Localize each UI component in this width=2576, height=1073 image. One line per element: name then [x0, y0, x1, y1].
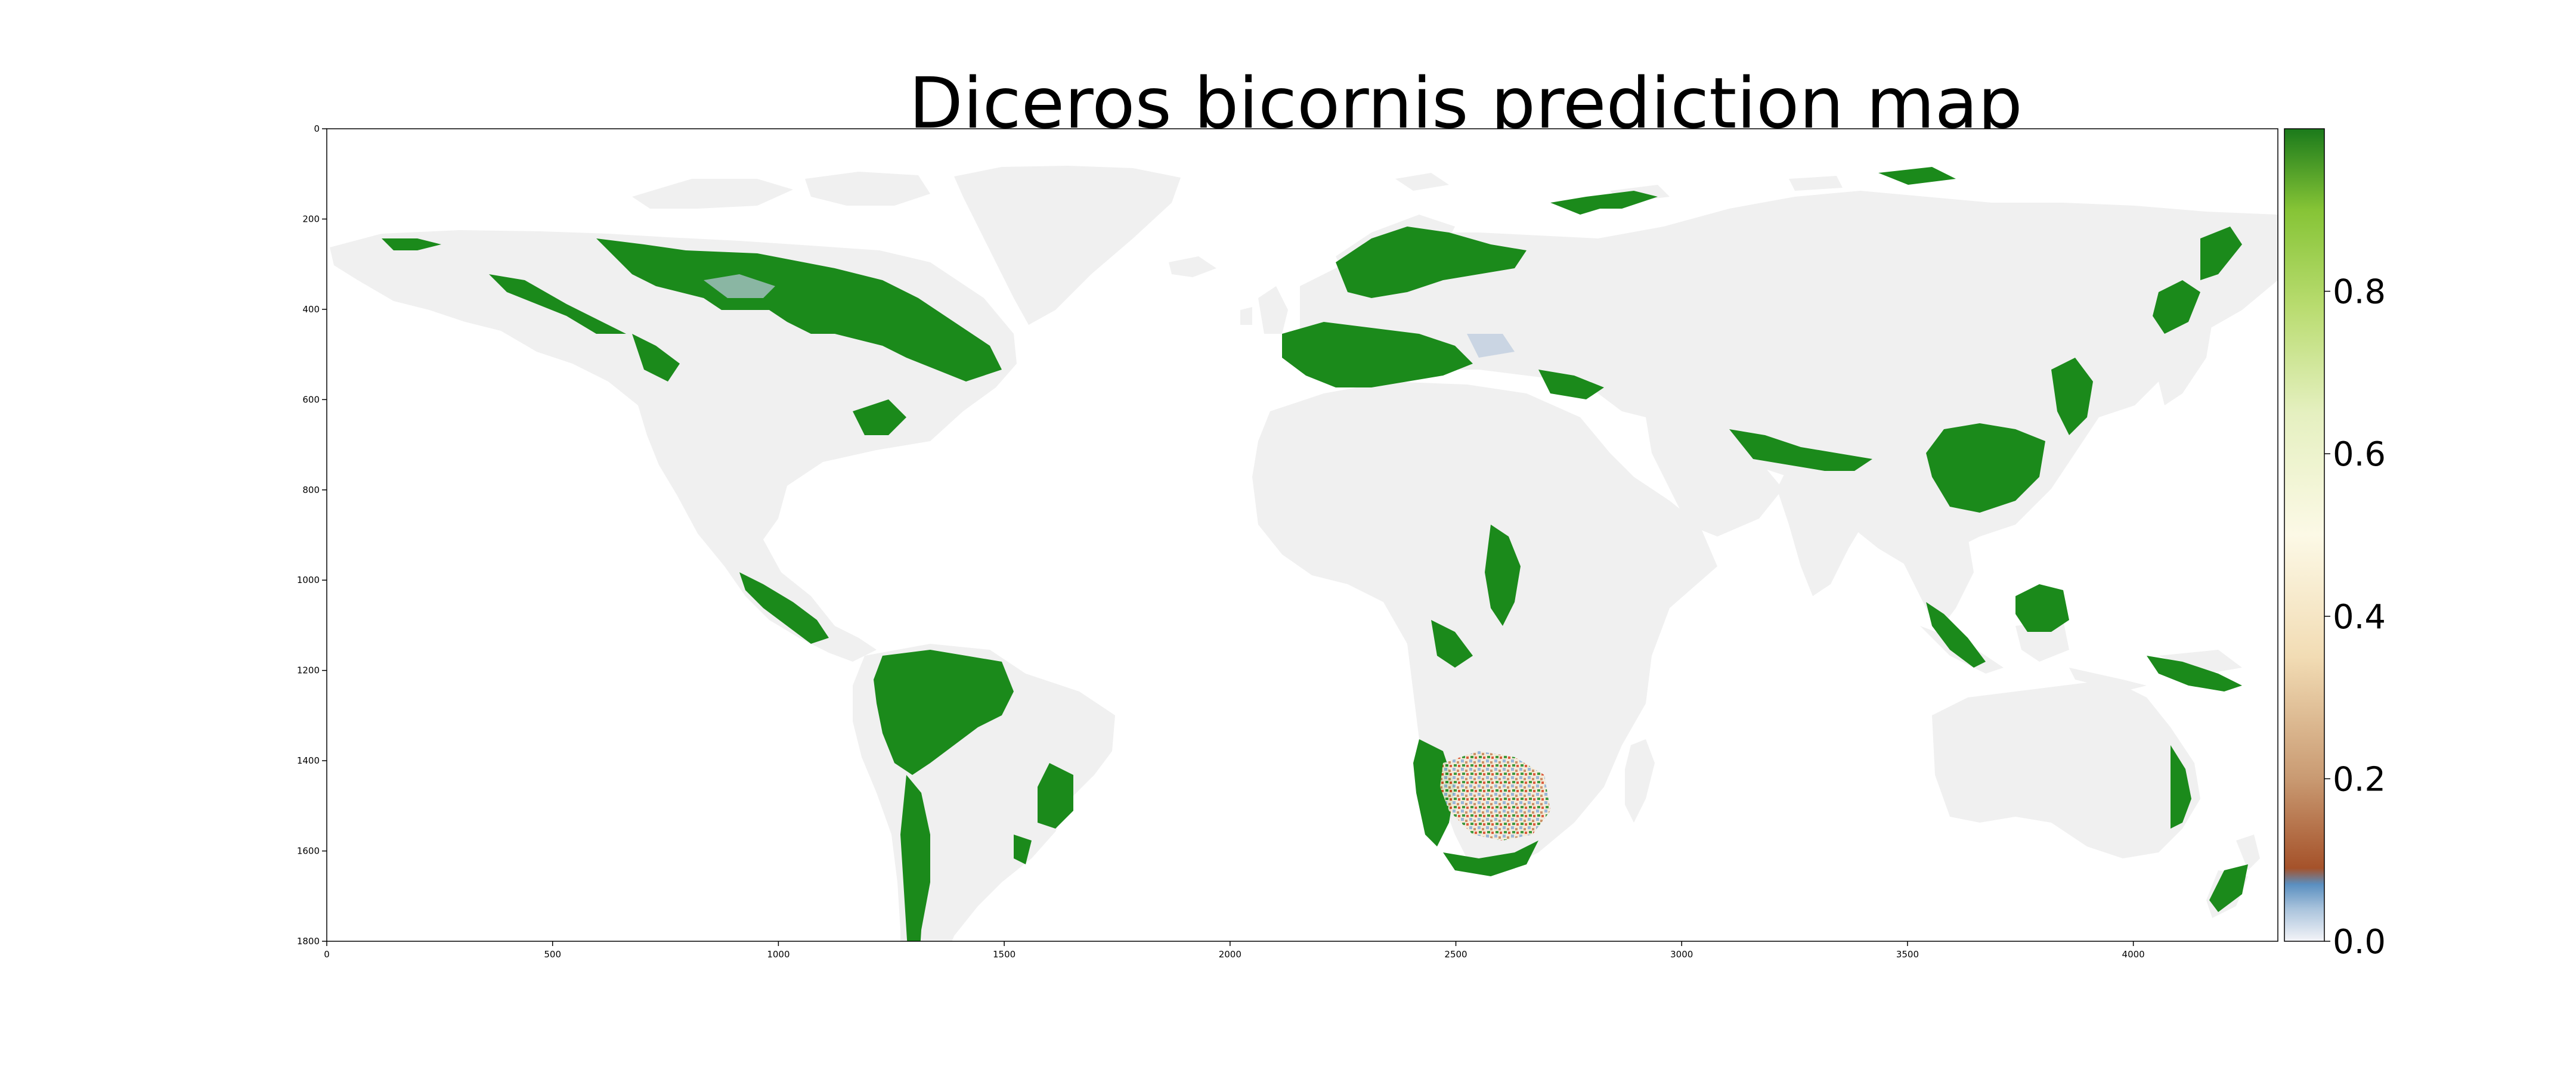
y-tick-label: 1600 — [297, 846, 320, 857]
x-tick-label: 2500 — [1444, 949, 1467, 960]
iceland — [1169, 256, 1216, 277]
alaska-coast-patch — [382, 238, 626, 334]
y-tick-label: 0 — [314, 123, 320, 134]
western-europe-patch — [1282, 322, 1473, 387]
indian-subcontinent — [1777, 465, 1872, 596]
colorbar-tick-label: 0.0 — [2333, 923, 2386, 962]
siberia-north-patch — [1550, 167, 1956, 215]
amazon-patch — [874, 650, 1014, 775]
y-tick-label: 800 — [302, 485, 320, 495]
borneo-patch — [2015, 584, 2069, 632]
colorbar-tick-label: 0.8 — [2333, 273, 2386, 312]
colorbar-axis: 0.0 0.2 0.4 0.6 0.8 — [2324, 273, 2386, 962]
x-tick-label: 4000 — [2122, 949, 2145, 960]
himalaya-patch — [1729, 429, 1872, 471]
canada-shield-patch — [596, 238, 1002, 382]
new-zealand-patch — [2209, 864, 2248, 912]
y-tick-label: 400 — [302, 304, 320, 315]
korea-japan-patch — [2051, 280, 2200, 435]
caucasus-patch — [1538, 370, 1604, 399]
appalachian-patch — [853, 399, 906, 435]
africa-landmass — [1252, 382, 1717, 870]
x-tick-label: 1500 — [993, 949, 1015, 960]
sumatra-patch — [1926, 602, 1986, 668]
kamchatka-patch — [2200, 227, 2242, 280]
x-tick-label: 3500 — [1896, 949, 1919, 960]
x-tick-label: 500 — [544, 949, 561, 960]
colorbar-tick-label: 0.6 — [2333, 435, 2386, 474]
world-map — [330, 166, 2278, 941]
andes-patch — [900, 775, 930, 941]
new-guinea-patch — [2147, 656, 2242, 691]
x-tick-label: 2000 — [1219, 949, 1241, 960]
atlantic-forest-patch — [1014, 763, 1073, 864]
colorbar-tick-label: 0.2 — [2333, 760, 2386, 799]
greenland-landmass — [954, 166, 1181, 325]
y-tick-label: 1400 — [297, 755, 320, 766]
madagascar — [1625, 739, 1655, 823]
colorbar-tick-label: 0.4 — [2333, 598, 2386, 637]
southern-africa-mixed-zone — [1440, 751, 1550, 841]
map-axes-frame — [326, 128, 2278, 942]
china-patch — [1926, 423, 2045, 513]
x-axis: 0 500 1000 1500 2000 2500 3000 3500 4000 — [324, 941, 2145, 960]
arabian-peninsula — [1646, 417, 1783, 536]
y-tick-label: 1800 — [297, 936, 320, 947]
japan-islands — [2159, 310, 2212, 405]
central-america-patch — [739, 572, 829, 644]
north-america-landmass — [330, 230, 1017, 662]
pacific-northwest-patch — [632, 334, 680, 382]
uk-ireland — [1240, 286, 1288, 334]
australia-landmass — [1932, 680, 2200, 858]
y-tick-label: 200 — [302, 213, 320, 224]
x-tick-label: 1000 — [767, 949, 789, 960]
canadian-arctic-islands — [632, 172, 930, 209]
scandinavia-patch — [1336, 227, 1527, 298]
indonesia-islands — [1920, 620, 2242, 691]
y-axis: 0 200 400 600 800 1000 1200 1400 1600 1800 — [297, 123, 327, 947]
x-tick-label: 0 — [324, 949, 330, 960]
y-tick-label: 1000 — [297, 575, 320, 585]
y-tick-label: 600 — [302, 394, 320, 405]
east-africa-patch — [1431, 525, 1521, 668]
east-australia-patch — [2171, 745, 2191, 829]
x-tick-label: 3000 — [1670, 949, 1693, 960]
southeast-asia — [1890, 513, 1974, 632]
southern-africa-south-patch — [1443, 841, 1538, 876]
y-tick-label: 1200 — [297, 665, 320, 676]
colorbar — [2284, 128, 2325, 942]
